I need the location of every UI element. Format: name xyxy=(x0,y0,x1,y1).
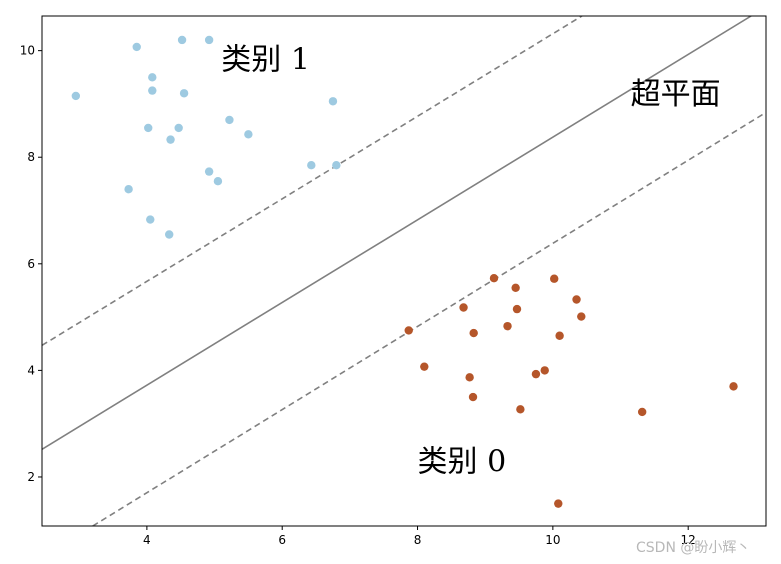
point-class-1-3 xyxy=(204,35,214,45)
point-class-1-5 xyxy=(148,86,157,95)
point-class-0-0 xyxy=(489,273,499,283)
point-class-1-1 xyxy=(132,42,141,52)
point-class-0-3 xyxy=(572,295,581,304)
point-class-0-15 xyxy=(729,382,738,391)
x-tick-label: 10 xyxy=(545,533,560,547)
point-class-1-9 xyxy=(144,123,153,133)
point-class-1-17 xyxy=(124,184,133,194)
x-tick-label: 12 xyxy=(681,533,696,547)
annotation-label-2: 类别 0 xyxy=(418,445,507,480)
point-class-1-14 xyxy=(332,161,341,170)
point-class-0-14 xyxy=(465,373,474,382)
y-tick-label: 8 xyxy=(27,150,35,164)
point-class-0-9 xyxy=(469,328,478,338)
y-tick-label: 2 xyxy=(27,470,35,484)
point-class-1-2 xyxy=(177,35,187,45)
annotation-label-1: 超平面 xyxy=(631,77,721,112)
data-points xyxy=(71,35,738,508)
hyperplane-line xyxy=(42,16,752,450)
point-class-0-4 xyxy=(459,303,468,312)
point-class-1-18 xyxy=(146,215,155,224)
x-tick-label: 4 xyxy=(143,533,151,547)
point-class-1-19 xyxy=(165,230,174,239)
point-class-1-0 xyxy=(71,91,81,101)
axis-ticks: 4 6 8 10 12 2 4 6 8 10 xyxy=(20,44,696,547)
point-class-1-10 xyxy=(174,123,183,133)
point-class-0-17 xyxy=(516,405,525,414)
point-class-1-13 xyxy=(307,161,316,170)
point-class-0-13 xyxy=(531,369,541,379)
x-tick-label: 8 xyxy=(414,533,422,547)
watermark-text: CSDN @盼小辉丶 xyxy=(636,540,750,556)
point-class-0-6 xyxy=(577,312,586,321)
point-class-1-15 xyxy=(204,167,214,176)
point-class-1-6 xyxy=(179,89,189,98)
y-tick-label: 6 xyxy=(27,257,35,271)
point-class-0-10 xyxy=(555,331,564,340)
margin-line-2 xyxy=(92,111,766,526)
point-class-1-4 xyxy=(148,73,157,82)
x-tick-label: 6 xyxy=(278,533,286,547)
y-tick-label: 4 xyxy=(27,363,35,377)
point-class-0-2 xyxy=(511,283,520,292)
margin-line-1 xyxy=(42,16,583,347)
point-class-0-12 xyxy=(540,366,549,375)
point-class-0-5 xyxy=(512,304,522,314)
point-class-1-16 xyxy=(213,177,223,186)
y-tick-label: 10 xyxy=(20,44,35,58)
point-class-0-11 xyxy=(420,362,429,371)
point-class-1-7 xyxy=(328,97,338,106)
point-class-0-1 xyxy=(550,274,559,283)
point-class-0-7 xyxy=(503,321,512,331)
point-class-1-11 xyxy=(244,130,253,139)
plot-frame xyxy=(41,15,767,527)
point-class-0-8 xyxy=(404,326,413,335)
hyperplane-lines xyxy=(42,16,766,526)
point-class-0-19 xyxy=(554,499,563,508)
annotation-label-0: 类别 1 xyxy=(221,42,310,77)
point-class-0-16 xyxy=(468,392,478,402)
point-class-0-18 xyxy=(637,407,647,417)
point-class-1-12 xyxy=(166,135,175,144)
point-class-1-8 xyxy=(225,115,234,125)
